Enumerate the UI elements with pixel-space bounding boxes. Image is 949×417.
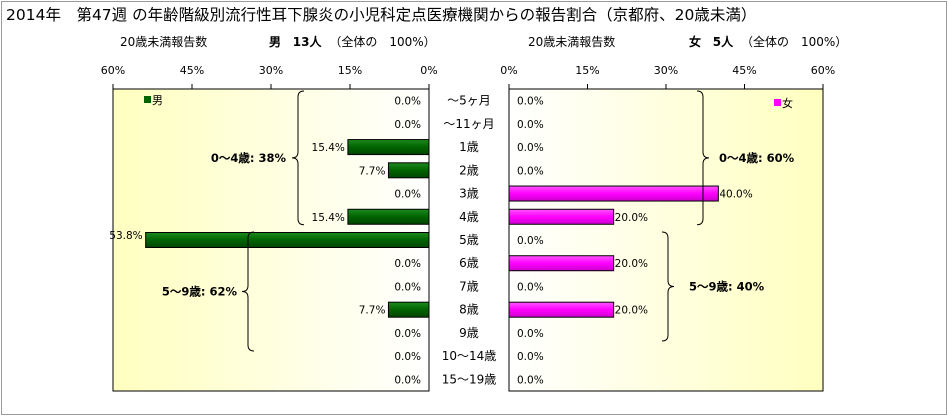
category-label: 9歳 bbox=[459, 326, 479, 340]
female-x-tick-label: 60% bbox=[811, 64, 835, 77]
male-x-tick-label: 45% bbox=[180, 64, 204, 77]
female-bar bbox=[508, 301, 615, 318]
female-value-label: 0.0% bbox=[517, 351, 544, 363]
male-x-tick-label: 30% bbox=[259, 64, 283, 77]
male-value-label: 0.0% bbox=[394, 258, 421, 270]
male-panel: 0% 15% 30% 45% 60% 0.0% 0.0% 15.4% 7.7% 0.0% 15.4%… bbox=[101, 64, 438, 392]
male-bar bbox=[347, 139, 430, 156]
female-value-label: 0.0% bbox=[517, 96, 544, 108]
female-value-label: 20.0% bbox=[615, 305, 648, 317]
male-value-label: 53.8% bbox=[109, 230, 142, 242]
category-label: 7歳 bbox=[459, 279, 479, 293]
female-value-label: 0.0% bbox=[517, 119, 544, 131]
male-bar bbox=[387, 301, 430, 318]
male-brace-5-9 bbox=[241, 231, 255, 352]
male-value-label: 0.0% bbox=[394, 281, 421, 293]
male-bar bbox=[145, 232, 430, 248]
male-value-label: 0.0% bbox=[394, 189, 421, 201]
male-x-tick-label: 15% bbox=[338, 64, 362, 77]
female-value-label: 0.0% bbox=[517, 374, 544, 386]
category-label: ～5ヶ月 bbox=[447, 94, 491, 108]
female-value-label: 20.0% bbox=[615, 212, 648, 224]
male-legend-swatch bbox=[144, 96, 151, 103]
female-value-label: 0.0% bbox=[517, 142, 544, 154]
category-label: ～11ヶ月 bbox=[443, 117, 494, 131]
male-value-label: 0.0% bbox=[394, 374, 421, 386]
female-value-label: 20.0% bbox=[615, 258, 648, 270]
male-bar bbox=[347, 208, 430, 225]
female-header-count: 5人 bbox=[712, 35, 734, 49]
female-brace-5-9 bbox=[661, 231, 675, 342]
female-header-note: （全体の 100%） bbox=[740, 35, 848, 49]
female-plot-area bbox=[508, 88, 824, 392]
female-legend-label: 女 bbox=[782, 96, 793, 110]
category-label: 4歳 bbox=[459, 210, 479, 224]
male-value-label: 0.0% bbox=[394, 119, 421, 131]
female-value-label: 40.0% bbox=[719, 189, 752, 201]
female-value-label: 0.0% bbox=[517, 281, 544, 293]
male-bar bbox=[387, 162, 430, 179]
male-header-sex: 男 bbox=[268, 35, 281, 49]
female-bar bbox=[508, 255, 615, 272]
male-group-label-5-9: 5～9歳: 62% bbox=[162, 285, 238, 299]
male-header-label: 20歳未満報告数 bbox=[120, 35, 208, 49]
category-label: 2歳 bbox=[459, 163, 479, 177]
female-value-label: 0.0% bbox=[517, 235, 544, 247]
category-label: 1歳 bbox=[459, 140, 479, 154]
female-header: 20歳未満報告数 女 5人 （全体の 100%） bbox=[528, 33, 847, 50]
female-bar bbox=[508, 185, 719, 202]
female-value-label: 0.0% bbox=[517, 165, 544, 177]
male-header-count: 13人 bbox=[292, 35, 322, 49]
male-x-tick-label: 60% bbox=[101, 64, 125, 77]
female-x-tick-label: 0% bbox=[500, 64, 517, 77]
male-group-label-0-4: 0～4歳: 38% bbox=[211, 151, 287, 165]
female-header-sex: 女 bbox=[688, 35, 701, 49]
male-value-label: 0.0% bbox=[394, 96, 421, 108]
female-header-label: 20歳未満報告数 bbox=[528, 35, 616, 49]
female-value-label: 0.0% bbox=[517, 328, 544, 340]
male-brace-0-4 bbox=[291, 90, 305, 226]
female-x-tick-label: 45% bbox=[732, 64, 756, 77]
male-value-label: 7.7% bbox=[359, 165, 386, 177]
female-legend-swatch bbox=[774, 99, 781, 106]
female-group-label-5-9: 5～9歳: 40% bbox=[689, 280, 765, 294]
male-value-label: 0.0% bbox=[394, 328, 421, 340]
male-value-label: 0.0% bbox=[394, 351, 421, 363]
female-brace-0-4 bbox=[696, 90, 710, 226]
female-panel: 0% 15% 30% 45% 60% 0.0% 0.0% 0.0% 0.0% 40.0% 20.0%… bbox=[500, 64, 835, 392]
female-group-label-0-4: 0～4歳: 60% bbox=[719, 151, 795, 165]
female-bar bbox=[508, 208, 615, 225]
male-legend-label: 男 bbox=[152, 94, 163, 107]
female-x-tick-label: 30% bbox=[654, 64, 678, 77]
male-value-label: 7.7% bbox=[359, 305, 386, 317]
male-header-note: （全体の 100%） bbox=[329, 35, 436, 49]
category-label: 15～19歳 bbox=[442, 372, 497, 386]
category-label: 10～14歳 bbox=[442, 349, 497, 363]
male-x-tick-label: 0% bbox=[420, 64, 437, 77]
female-x-tick-label: 15% bbox=[575, 64, 599, 77]
category-label: 5歳 bbox=[459, 233, 479, 247]
chart-title: 2014年 第47週 の年齢階級別流行性耳下腺炎の小児科定点医療機関からの報告割… bbox=[6, 6, 757, 24]
male-value-label: 15.4% bbox=[312, 212, 345, 224]
category-label: 8歳 bbox=[459, 303, 479, 317]
category-label: 3歳 bbox=[459, 187, 479, 201]
category-label: 6歳 bbox=[459, 256, 479, 270]
category-labels: ～5ヶ月 ～11ヶ月 1歳 2歳 3歳 4歳 5歳 6歳 7歳 8歳 9歳 10～14歳 15～19歳 bbox=[442, 94, 497, 387]
male-value-label: 15.4% bbox=[312, 142, 345, 154]
male-header: 20歳未満報告数 男 13人 （全体の 100%） bbox=[120, 33, 436, 50]
